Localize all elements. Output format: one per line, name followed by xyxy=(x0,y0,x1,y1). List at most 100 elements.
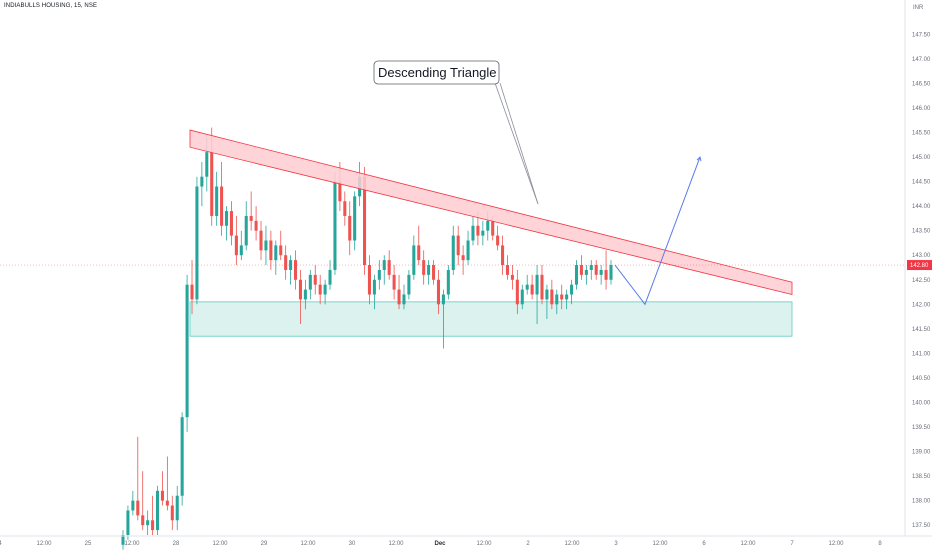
candle-body xyxy=(220,186,224,226)
candle xyxy=(333,171,337,275)
candle xyxy=(579,255,583,280)
candle xyxy=(185,274,189,432)
candle-body xyxy=(328,269,332,285)
time-tick-label: 6 xyxy=(702,541,706,547)
candle-body xyxy=(151,520,155,531)
candle-body xyxy=(377,269,381,280)
candle xyxy=(328,260,332,290)
candle xyxy=(446,265,450,300)
time-axis[interactable]: 412:002512:002812:002912:003012:00Dec12:… xyxy=(0,535,932,547)
candle-body xyxy=(579,265,583,275)
candle-body xyxy=(555,294,559,305)
candle xyxy=(234,215,238,266)
time-tick-label: 3 xyxy=(614,541,618,547)
candle xyxy=(427,260,431,285)
candle-body xyxy=(343,201,347,216)
candle-body xyxy=(165,500,169,506)
candle xyxy=(279,230,283,261)
candle xyxy=(422,250,426,285)
candle-body xyxy=(229,211,233,236)
candle xyxy=(348,201,352,256)
time-tick-label: 28 xyxy=(173,541,180,547)
candle-body xyxy=(170,505,174,521)
candle-body xyxy=(520,289,524,305)
candle-body xyxy=(535,274,539,295)
candle xyxy=(570,279,574,305)
candle xyxy=(160,471,164,506)
candle xyxy=(584,265,588,285)
candle-body xyxy=(323,284,327,295)
candle xyxy=(372,274,376,310)
price-tick-label: 137.50 xyxy=(912,523,931,529)
price-tick-label: 147.50 xyxy=(912,32,931,38)
candle-body xyxy=(476,225,480,236)
candle-body xyxy=(363,176,367,266)
candle xyxy=(353,191,357,251)
chart-title: INDIABULLS HOUSING, 15, NSE xyxy=(4,3,98,9)
candle-body xyxy=(589,265,593,270)
price-tick-label: 138.50 xyxy=(912,474,931,480)
candle-body xyxy=(510,274,514,280)
price-tick-label: 139.00 xyxy=(912,450,931,456)
candle xyxy=(146,510,150,535)
price-tick-label: 147.00 xyxy=(912,57,931,63)
candle xyxy=(377,260,381,290)
time-tick-label: 7 xyxy=(790,541,794,547)
candle-body xyxy=(491,220,495,236)
candle-body xyxy=(259,230,263,251)
price-tick-label: 139.50 xyxy=(912,425,931,431)
callout-box[interactable] xyxy=(373,60,500,85)
candle xyxy=(589,260,593,280)
time-tick-label: 29 xyxy=(261,541,268,547)
time-tick-label: 2 xyxy=(526,541,530,547)
candle-body xyxy=(190,284,194,300)
candle xyxy=(407,269,411,300)
candle xyxy=(136,436,140,521)
price-tick-label: 141.50 xyxy=(912,327,931,333)
candle xyxy=(441,289,445,349)
price-tick-label: 143.00 xyxy=(912,253,931,259)
candle-body xyxy=(279,245,283,256)
candle-body xyxy=(205,152,209,177)
candle-body xyxy=(496,235,500,246)
candle xyxy=(520,284,524,310)
candle xyxy=(229,201,233,246)
candle-body xyxy=(422,260,426,275)
candle xyxy=(180,412,184,506)
candle xyxy=(574,260,579,290)
candle-body xyxy=(289,260,293,270)
price-axis[interactable]: 137.50 138.00 138.50 139.00 139.50 140.00 140.… xyxy=(904,0,931,536)
candle-body xyxy=(417,245,421,261)
candle xyxy=(126,505,130,540)
candle xyxy=(151,495,155,535)
candle-body xyxy=(367,265,371,295)
candle-body xyxy=(392,274,396,290)
candle xyxy=(392,265,396,300)
candle xyxy=(525,274,529,295)
candle xyxy=(594,260,598,280)
candle-body xyxy=(599,269,603,275)
candle xyxy=(565,289,569,310)
candle-body xyxy=(560,294,564,300)
currency-label: INR xyxy=(913,5,924,11)
time-tick-label: 12:00 xyxy=(564,541,580,547)
price-tick-label: 145.50 xyxy=(912,131,931,137)
candle-body xyxy=(303,289,307,300)
descending-trendline-band[interactable] xyxy=(189,129,793,296)
candle-body xyxy=(239,245,243,256)
candle xyxy=(436,269,441,315)
time-tick-label: 12:00 xyxy=(388,541,404,547)
candle-body xyxy=(185,284,189,418)
candle xyxy=(471,215,475,246)
candle xyxy=(131,490,135,516)
time-tick-label: 12:00 xyxy=(740,541,756,547)
candle xyxy=(466,230,470,266)
support-zone[interactable] xyxy=(189,301,793,337)
candle xyxy=(264,225,268,266)
candle-body xyxy=(461,255,465,261)
projection-path[interactable] xyxy=(614,156,701,306)
candle xyxy=(456,225,460,266)
callout-pointer xyxy=(494,82,539,205)
price-tick-label: 141.00 xyxy=(912,351,931,357)
